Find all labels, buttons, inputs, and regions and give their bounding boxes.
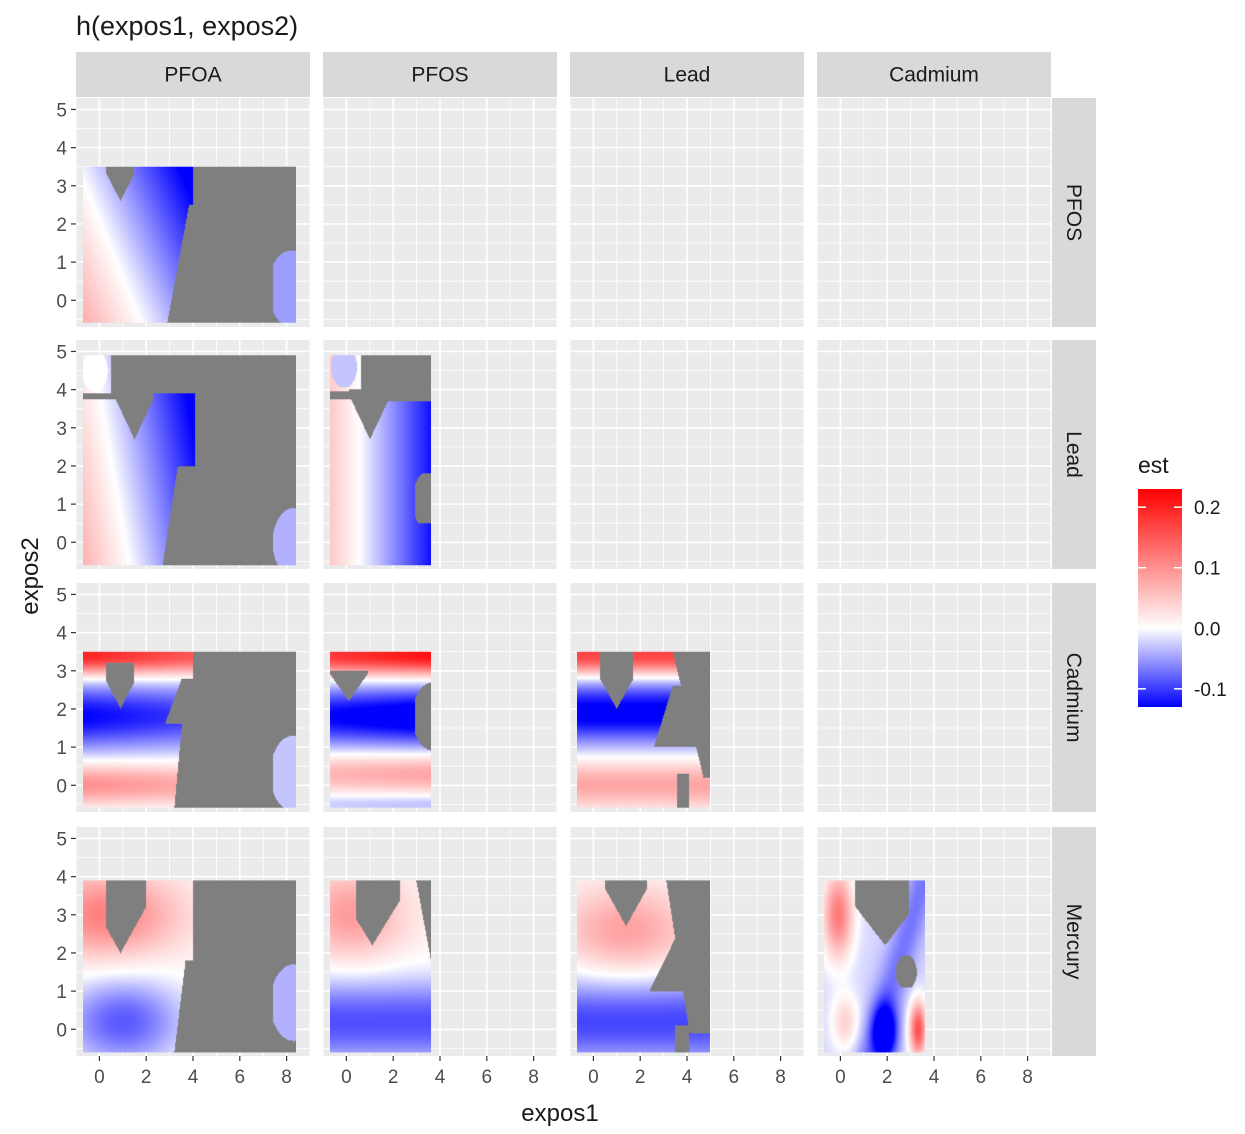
chart-title: h(expos1, expos2) [76,11,298,41]
x-tick-label: 4 [929,1067,940,1088]
y-tick-label: 4 [56,624,67,645]
y-tick-label: 5 [56,100,67,121]
x-tick-label: 2 [882,1067,893,1088]
y-tick-label: 5 [56,342,67,363]
facet-panel-cadmium-cadmium [816,583,1052,812]
row-strip-lead [1052,340,1096,569]
y-tick-label: 3 [56,419,67,440]
row-strip-pfos [1052,98,1096,327]
x-tick-label: 8 [528,1067,539,1088]
row-strip-label: PFOS [1062,184,1085,241]
x-tick-label: 6 [235,1067,246,1088]
y-tick-label: 2 [56,215,67,236]
x-tick-label: 0 [588,1067,599,1088]
x-tick-label: 8 [281,1067,292,1088]
y-tick-label: 1 [56,982,67,1003]
facet-panel-pfos-cadmium [816,98,1052,327]
colorbar [1138,489,1182,707]
facet-panels [75,98,1052,1056]
x-tick-label: 6 [729,1067,740,1088]
col-strip-label: PFOA [164,64,221,87]
facet-panel-lead-lead [569,340,805,569]
legend-tick-label: 0.0 [1194,619,1220,640]
heatmap-tile-lead-pfoa [83,355,297,566]
facet-panel-lead-cadmium [816,340,1052,569]
x-tick-label: 0 [94,1067,105,1088]
row-strip-label: Lead [1062,431,1085,478]
heatmap-tile-cadmium-lead [577,651,711,808]
colorbar-legend: est 0.2 0.1 0.0 -0.1 [1138,452,1227,707]
x-tick-label: 2 [388,1067,399,1088]
heatmap-tile-cadmium-pfoa [83,651,297,808]
col-strip-pfoa [76,52,310,97]
facet-strips: PFOA PFOS Lead Cadmium PFOS Lead Cadmium Mercur… [76,52,1096,1056]
col-strip-label: Cadmium [889,64,979,87]
x-axis-title: expos1 [521,1100,598,1127]
x-tick-label: 4 [435,1067,446,1088]
x-tick-label: 2 [141,1067,152,1088]
x-tick-label: 6 [976,1067,987,1088]
y-tick-label: 3 [56,177,67,198]
y-tick-label: 1 [56,738,67,759]
row-strip-label: Cadmium [1062,653,1085,743]
facet-panel-pfos-lead [569,98,805,327]
y-tick-label: 0 [56,1020,67,1041]
y-tick-label: 2 [56,944,67,965]
y-tick-label: 4 [56,868,67,889]
col-strip-cadmium [817,52,1051,97]
y-tick-label: 2 [56,457,67,478]
col-strip-label: PFOS [411,64,468,87]
y-tick-label: 0 [56,291,67,312]
axes: 0 0 0 0 2 2 2 2 4 4 4 4 6 6 6 6 8 8 8 8 0 0 0 0 1 1 1 1 2 2 2 2 3 3 3 3 4 4 4 4… [56,100,1032,1088]
col-strip-lead [570,52,804,97]
heatmap-tile-mercury-cadmium [824,880,926,1053]
y-tick-label: 5 [56,829,67,850]
heatmap-tile-lead-pfos [330,355,432,566]
heatmap-tile-pfos-pfoa [83,166,297,323]
y-axis-title: expos2 [17,537,44,614]
y-tick-label: 1 [56,253,67,274]
x-tick-label: 8 [775,1067,786,1088]
x-tick-label: 0 [835,1067,846,1088]
y-tick-label: 4 [56,381,67,402]
y-tick-label: 1 [56,495,67,516]
legend-tick-label: 0.1 [1194,559,1220,580]
col-strip-pfos [323,52,557,97]
y-tick-label: 4 [56,139,67,160]
heatmap-tile-mercury-pfos [330,880,432,1053]
row-strip-cadmium [1052,583,1096,812]
x-tick-label: 0 [341,1067,352,1088]
row-strip-label: Mercury [1062,904,1085,980]
x-tick-label: 6 [482,1067,493,1088]
legend-tick-label: -0.1 [1194,680,1227,701]
x-tick-label: 2 [635,1067,646,1088]
y-tick-label: 3 [56,662,67,683]
legend-title: est [1138,452,1169,478]
col-strip-label: Lead [664,64,711,87]
x-tick-label: 4 [188,1067,199,1088]
y-tick-label: 0 [56,776,67,797]
heatmap-tile-mercury-pfoa [83,880,297,1053]
heatmap-tile-cadmium-pfos [330,651,432,808]
x-tick-label: 8 [1022,1067,1033,1088]
legend-tick-label: 0.2 [1194,498,1220,519]
y-tick-label: 3 [56,906,67,927]
x-tick-label: 4 [682,1067,693,1088]
heatmap-tile-mercury-lead [577,880,711,1053]
y-tick-label: 2 [56,700,67,721]
y-tick-label: 5 [56,585,67,606]
y-tick-label: 0 [56,533,67,554]
row-strip-mercury [1052,827,1096,1056]
facet-panel-pfos-pfos [322,98,558,327]
